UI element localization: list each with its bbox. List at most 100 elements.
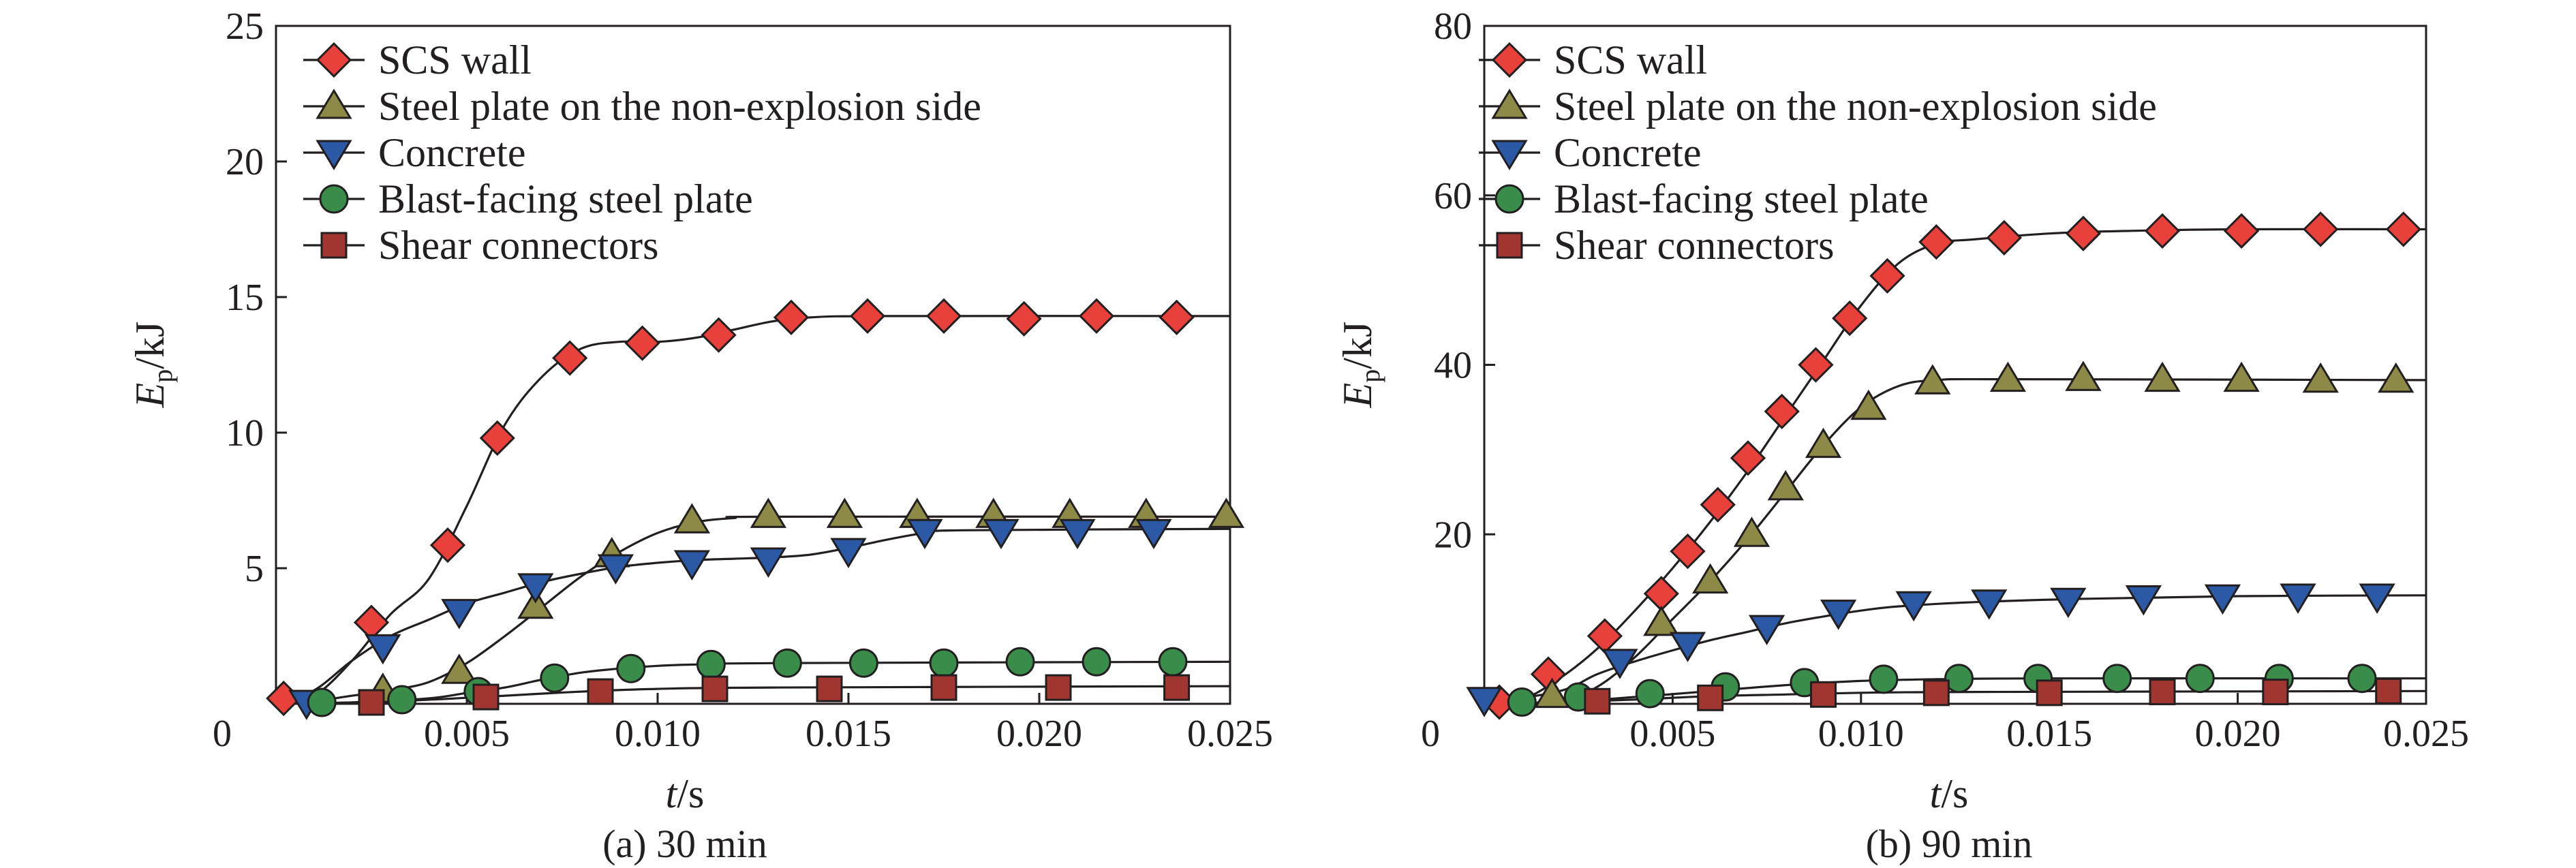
data-point	[696, 649, 726, 679]
data-point	[2125, 585, 2162, 616]
x-axis-label-unit: /s	[1941, 771, 1968, 816]
y-tick-label: 5	[245, 548, 264, 590]
data-point	[1730, 440, 1766, 476]
series-line	[275, 515, 1231, 705]
data-point	[773, 299, 810, 335]
x-tick-label: 0.025	[2383, 713, 2469, 755]
data-point	[1767, 469, 1804, 501]
data-point	[624, 325, 660, 361]
data-point	[2065, 360, 2102, 391]
legend-item: Steel plate on the non-explosion side	[1479, 84, 2157, 129]
data-point	[1918, 224, 1954, 260]
series-markers	[266, 298, 1245, 720]
data-point	[1208, 497, 1245, 528]
series-line	[275, 685, 1231, 705]
data-point	[1466, 687, 1503, 717]
legend-label: Blast-facing steel plate	[1554, 176, 1929, 221]
y-axis-label-unit: /kJ	[127, 322, 172, 369]
data-point	[1895, 591, 1932, 622]
data-point	[1601, 649, 1638, 679]
x-tick-label: 0.010	[1818, 713, 1904, 755]
data-point	[2224, 213, 2260, 249]
data-point	[849, 298, 886, 334]
data-point	[307, 687, 337, 717]
data-point	[2204, 584, 2241, 615]
data-point	[2185, 664, 2215, 694]
y-tick-label: 15	[226, 277, 264, 319]
data-point	[701, 675, 729, 702]
y-axis-label-sub: p	[1355, 369, 1385, 383]
data-point	[1135, 518, 1172, 550]
data-point	[1697, 684, 1724, 711]
data-point	[929, 648, 959, 678]
data-point	[1507, 687, 1537, 717]
data-point	[1944, 664, 1974, 694]
data-point	[1078, 298, 1115, 334]
y-tick-label: 20	[226, 141, 264, 183]
legend-label: Steel plate on the non-explosion side	[378, 84, 981, 129]
x-tick-label: 0.005	[1629, 713, 1715, 755]
x-axis-label: t/s	[1930, 771, 1969, 816]
data-point	[983, 518, 1019, 550]
data-point	[517, 573, 554, 604]
data-point	[925, 298, 962, 334]
panel-caption: (b) 90 min	[1866, 822, 2033, 866]
series-line	[1484, 228, 2427, 705]
data-point	[1643, 576, 1679, 612]
y-tick-label: 40	[1434, 345, 1472, 387]
data-point	[1869, 258, 1905, 294]
legend-label: Concrete	[378, 130, 526, 175]
data-point	[2385, 211, 2421, 247]
data-point	[2065, 215, 2102, 251]
y-tick-label: 10	[226, 412, 264, 454]
data-point	[816, 675, 843, 702]
legend-label: Concrete	[1554, 130, 1702, 175]
data-point	[2144, 361, 2181, 392]
x-axis-label-main: t	[1930, 771, 1942, 816]
data-point	[1635, 679, 1665, 709]
data-point	[1748, 615, 1785, 645]
data-point	[2144, 213, 2181, 249]
data-point	[358, 689, 385, 716]
series-curves	[1484, 228, 2427, 705]
data-point	[1045, 674, 1072, 701]
data-point	[365, 634, 401, 665]
data-point	[2102, 664, 2132, 694]
data-point	[1971, 589, 2008, 620]
legend-marker	[1491, 42, 1528, 78]
legend-item: Shear connectors	[303, 223, 659, 268]
x-axis-label-main: t	[666, 771, 678, 816]
data-point	[517, 588, 554, 619]
data-point	[587, 678, 614, 705]
legend-label: Steel plate on the non-explosion side	[1554, 84, 2157, 129]
data-point	[1584, 687, 1611, 715]
data-point	[2303, 211, 2339, 247]
data-point	[1533, 677, 1571, 709]
legend-item: Concrete	[303, 130, 526, 175]
panel-caption: (a) 30 min	[602, 822, 767, 866]
data-point	[441, 599, 478, 630]
data-point	[1850, 389, 1887, 420]
y-tick-label: 20	[1434, 514, 1472, 556]
data-point	[2223, 361, 2260, 392]
data-point	[1914, 364, 1951, 394]
legend-marker	[1496, 232, 1523, 259]
data-point	[2359, 583, 2395, 614]
data-point	[479, 420, 515, 456]
data-point	[429, 527, 466, 563]
y-axis-label-sub: p	[147, 369, 178, 383]
origin-label: 0	[213, 713, 232, 755]
data-point	[387, 685, 417, 715]
data-point	[1810, 681, 1837, 708]
data-point	[1669, 632, 1706, 662]
data-point	[2347, 664, 2377, 694]
data-point	[2302, 362, 2339, 393]
data-point	[1733, 516, 1770, 547]
data-point	[2378, 362, 2414, 393]
data-point	[1869, 664, 1899, 694]
data-point	[2149, 679, 2176, 706]
